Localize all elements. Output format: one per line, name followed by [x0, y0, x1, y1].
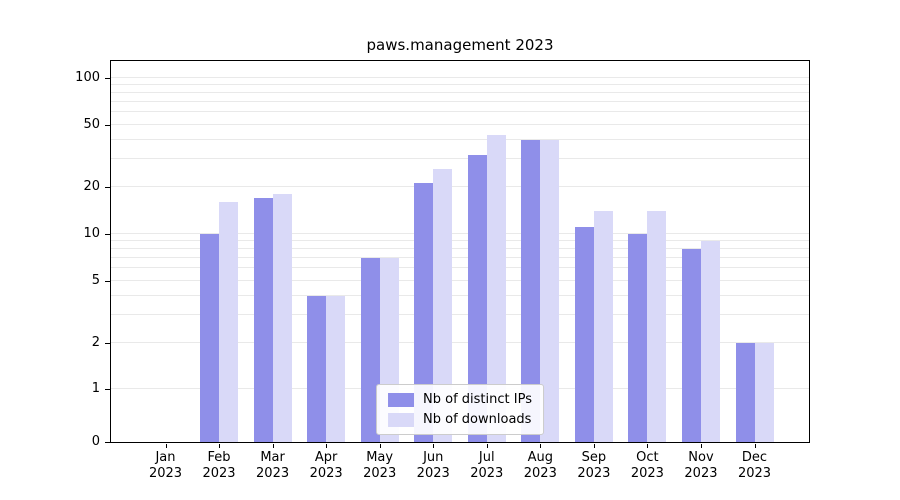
legend-item-downloads: Nb of downloads — [388, 412, 532, 427]
x-tick-mark — [700, 444, 702, 448]
x-tick-mark — [540, 444, 542, 448]
gridline — [111, 158, 809, 160]
gridline — [111, 138, 809, 140]
gridline — [111, 76, 809, 78]
bar — [521, 139, 541, 442]
bar — [414, 183, 434, 442]
bar — [467, 154, 487, 442]
gridline — [111, 83, 809, 85]
x-tick-mark — [754, 444, 756, 448]
x-tick-label: Dec 2023 — [737, 450, 772, 481]
x-tick-label: Apr 2023 — [309, 450, 343, 481]
y-tick-mark — [105, 77, 110, 79]
x-tick-mark — [379, 444, 381, 448]
y-tick-label: 0 — [91, 434, 100, 449]
bar — [593, 210, 613, 442]
gridline — [111, 341, 809, 343]
gridline — [111, 279, 809, 281]
x-tick-mark — [272, 444, 274, 448]
x-tick-label: May 2023 — [363, 450, 397, 481]
y-tick-label: 1 — [91, 381, 100, 397]
legend: Nb of distinct IPs Nb of downloads — [376, 384, 544, 435]
x-tick-label: Aug 2023 — [523, 450, 557, 481]
legend-label-downloads: Nb of downloads — [423, 412, 532, 427]
y-tick-mark — [105, 389, 110, 391]
gridline — [111, 123, 809, 125]
gridline — [111, 314, 809, 316]
legend-swatch-downloads — [388, 412, 415, 427]
legend-swatch-distinct-ips — [388, 392, 415, 407]
x-tick-label: Jul 2023 — [470, 450, 504, 481]
y-tick-label: 50 — [83, 116, 100, 132]
bar — [486, 134, 506, 442]
gridline — [111, 111, 809, 113]
bar — [219, 201, 239, 442]
x-tick-mark — [326, 444, 328, 448]
bar — [433, 168, 453, 442]
y-tick-mark — [105, 280, 110, 282]
gridline — [111, 267, 809, 269]
x-tick-mark — [593, 444, 595, 448]
x-tick-label: Mar 2023 — [256, 450, 290, 481]
bar — [540, 139, 560, 442]
y-tick-mark — [105, 186, 110, 188]
bar — [253, 197, 273, 442]
bar — [272, 193, 292, 442]
bar — [360, 257, 380, 442]
gridline — [111, 247, 809, 249]
gridline — [111, 256, 809, 258]
bar — [647, 210, 667, 442]
bar — [754, 342, 774, 442]
gridline — [111, 294, 809, 296]
x-tick-label: Jun 2023 — [416, 450, 450, 481]
plot-area: Nb of distinct IPs Nb of downloads — [110, 60, 810, 443]
x-tick-mark — [433, 444, 435, 448]
y-tick-label: 10 — [83, 225, 100, 241]
legend-item-distinct-ips: Nb of distinct IPs — [388, 392, 532, 407]
y-tick-label: 2 — [91, 334, 100, 350]
y-tick-mark — [105, 442, 110, 443]
gridline — [111, 185, 809, 187]
bar — [326, 295, 346, 442]
bar — [200, 233, 220, 442]
x-tick-label: Sep 2023 — [577, 450, 611, 481]
x-tick-mark — [219, 444, 221, 448]
x-tick-label: Feb 2023 — [202, 450, 236, 481]
y-tick-label: 100 — [75, 69, 100, 85]
y-tick-mark — [105, 233, 110, 235]
bar — [628, 233, 648, 442]
legend-label-distinct-ips: Nb of distinct IPs — [423, 392, 532, 407]
y-tick-label: 20 — [83, 178, 100, 194]
chart-title: paws.management 2023 — [366, 36, 554, 54]
x-tick-mark — [165, 444, 167, 448]
bar — [574, 227, 594, 442]
y-tick-mark — [105, 124, 110, 126]
gridline — [111, 91, 809, 93]
gridline — [111, 232, 809, 234]
x-tick-mark — [647, 444, 649, 448]
x-tick-label: Jan 2023 — [148, 450, 183, 481]
bar — [700, 240, 720, 442]
gridline — [111, 100, 809, 102]
gridline — [111, 239, 809, 241]
x-tick-label: Nov 2023 — [684, 450, 718, 481]
y-tick-label: 5 — [91, 272, 100, 288]
bar — [735, 342, 755, 442]
x-tick-mark — [486, 444, 488, 448]
x-tick-label: Oct 2023 — [630, 450, 664, 481]
y-tick-mark — [105, 342, 110, 344]
bar — [681, 248, 701, 442]
bar — [307, 295, 327, 442]
